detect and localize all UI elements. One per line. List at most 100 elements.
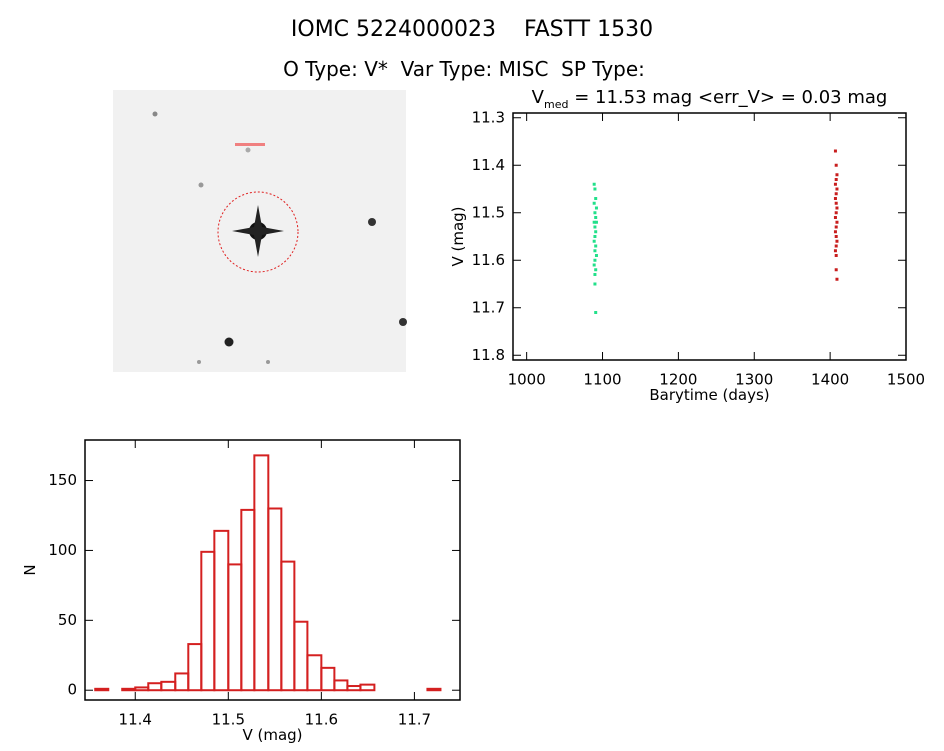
x-tick-label: 1100 bbox=[583, 371, 621, 389]
y-tick-label: 11.6 bbox=[472, 251, 505, 269]
bar bbox=[280, 560, 296, 692]
bar bbox=[240, 508, 256, 692]
point bbox=[833, 182, 837, 186]
point bbox=[593, 273, 597, 276]
y-tick-label: 11.3 bbox=[472, 108, 505, 126]
bar bbox=[253, 454, 270, 692]
point bbox=[594, 220, 598, 224]
point bbox=[593, 249, 597, 253]
y-tick-label: 11.4 bbox=[472, 156, 505, 174]
point bbox=[593, 187, 597, 191]
point bbox=[835, 277, 839, 281]
bar bbox=[359, 683, 376, 692]
star bbox=[198, 182, 204, 188]
y-tick-label: 0 bbox=[67, 681, 77, 699]
star bbox=[368, 218, 376, 226]
bar bbox=[320, 666, 336, 692]
point bbox=[593, 225, 597, 229]
point bbox=[594, 206, 598, 210]
plot-frame bbox=[512, 112, 907, 361]
star bbox=[245, 147, 251, 153]
point bbox=[594, 197, 598, 200]
point bbox=[834, 244, 838, 248]
bar bbox=[267, 507, 283, 692]
bar bbox=[346, 685, 362, 692]
x-axis-label: Barytime (days) bbox=[649, 386, 769, 404]
point bbox=[834, 163, 838, 167]
bar bbox=[293, 620, 309, 692]
point bbox=[834, 254, 838, 257]
chart-title: Vmed = 11.53 mag <err_V> = 0.03 mag bbox=[532, 87, 888, 111]
y-tick-label: 11.7 bbox=[472, 298, 505, 316]
point bbox=[835, 187, 839, 191]
point bbox=[834, 235, 838, 238]
point bbox=[594, 311, 598, 314]
x-tick-label: 1500 bbox=[887, 371, 925, 389]
point bbox=[594, 216, 598, 219]
point bbox=[594, 230, 598, 234]
x-tick-label: 11.5 bbox=[212, 711, 245, 729]
star bbox=[266, 360, 270, 364]
target-spikes bbox=[232, 205, 284, 257]
x-tick-label: 1300 bbox=[735, 371, 773, 389]
bar bbox=[213, 529, 230, 692]
point bbox=[594, 244, 598, 248]
point bbox=[833, 216, 837, 219]
point bbox=[834, 201, 838, 205]
point bbox=[592, 182, 596, 186]
image-marker bbox=[235, 143, 265, 146]
y-tick-label: 11.5 bbox=[472, 203, 505, 221]
y-tick-label: 50 bbox=[58, 611, 77, 629]
point bbox=[835, 220, 839, 224]
point bbox=[593, 258, 597, 262]
star bbox=[399, 318, 407, 326]
point bbox=[592, 263, 596, 267]
target-circle bbox=[217, 191, 299, 273]
point bbox=[834, 268, 838, 272]
point bbox=[833, 249, 837, 253]
point bbox=[833, 197, 837, 200]
sky-image bbox=[113, 90, 407, 372]
y-tick-label: 150 bbox=[48, 471, 77, 489]
bar bbox=[94, 687, 110, 692]
star bbox=[197, 360, 201, 364]
bar bbox=[306, 654, 323, 692]
bar bbox=[333, 679, 349, 692]
point bbox=[834, 192, 838, 196]
plot-frame bbox=[84, 439, 461, 701]
y-tick-label: 100 bbox=[48, 541, 77, 559]
x-axis-label: V (mag) bbox=[242, 726, 302, 744]
bar bbox=[121, 687, 137, 692]
y-tick-label: 11.8 bbox=[472, 346, 505, 364]
bar bbox=[200, 550, 216, 692]
point bbox=[833, 149, 837, 153]
x-tick-label: 1400 bbox=[811, 371, 849, 389]
point bbox=[592, 220, 596, 224]
x-tick-label: 1200 bbox=[659, 371, 697, 389]
point bbox=[835, 239, 839, 243]
bar bbox=[147, 682, 163, 692]
star bbox=[152, 111, 158, 117]
bar bbox=[426, 687, 442, 692]
bar bbox=[134, 686, 150, 692]
page-subtitle: O Type: V* Var Type: MISC SP Type: bbox=[283, 57, 645, 81]
page-title: IOMC 5224000023 FASTT 1530 bbox=[291, 17, 653, 42]
x-tick-label: 11.7 bbox=[398, 711, 431, 729]
point bbox=[834, 178, 838, 181]
title-rest: = 11.53 mag <err_V> = 0.03 mag bbox=[568, 87, 887, 108]
star bbox=[224, 337, 234, 347]
title-main: V bbox=[532, 87, 545, 108]
point bbox=[834, 211, 838, 215]
point bbox=[593, 235, 597, 238]
bar bbox=[187, 643, 203, 692]
point bbox=[592, 201, 596, 205]
x-tick-label: 11.4 bbox=[119, 711, 152, 729]
bar bbox=[227, 563, 243, 692]
point bbox=[592, 239, 596, 243]
point bbox=[594, 254, 598, 257]
point bbox=[593, 211, 597, 215]
x-tick-label: 1000 bbox=[508, 371, 546, 389]
bar bbox=[160, 680, 177, 692]
